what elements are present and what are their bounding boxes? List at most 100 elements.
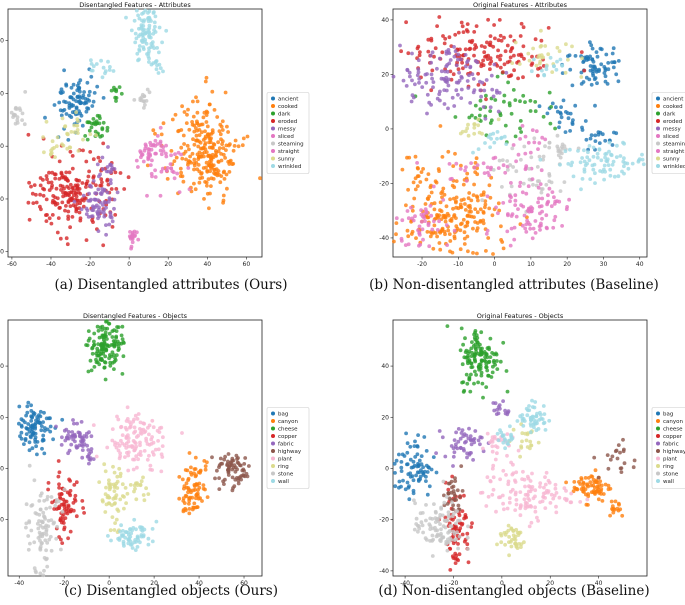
scatter-point-wrinkled — [579, 187, 583, 192]
scatter-point-plant — [135, 465, 139, 470]
scatter-point-ancient — [64, 112, 69, 116]
legend-label: sliced — [278, 134, 294, 140]
scatter-point-messy — [108, 178, 113, 182]
scatter-point-messy — [404, 84, 409, 88]
scatter-point-canyon — [582, 490, 586, 494]
scatter-point-cheese — [480, 358, 485, 363]
scatter-point-fabric — [451, 464, 455, 468]
scatter-point-plant — [552, 493, 557, 498]
scatter-point-fabric — [77, 434, 82, 438]
scatter-point-cheese — [462, 355, 467, 360]
scatter-point-straight — [159, 144, 164, 148]
scatter-point-highway — [451, 507, 455, 512]
scatter-point-wrinkled — [544, 67, 549, 72]
scatter-point-ancient — [80, 123, 85, 128]
scatter-point-eroded — [58, 205, 62, 210]
scatter-point-stone — [450, 514, 455, 519]
scatter-point-plant — [161, 435, 165, 440]
scatter-point-messy — [110, 219, 115, 224]
scatter-point-bag — [411, 491, 416, 496]
scatter-point-plant — [131, 467, 136, 472]
scatter-point-bag — [34, 444, 38, 449]
scatter-point-straight — [526, 184, 531, 189]
x-tick-label: -20 — [449, 580, 459, 587]
scatter-point-sunny — [63, 124, 68, 129]
x-tick-label: 40 — [636, 261, 644, 268]
scatter-point-stone — [29, 528, 34, 533]
scatter-point-cheese — [117, 347, 121, 351]
scatter-point-ancient — [558, 110, 563, 115]
scatter-point-plant — [501, 501, 505, 506]
scatter-point-messy — [484, 78, 489, 82]
scatter-point-wrinkled — [152, 28, 157, 32]
scatter-point-wrinkled — [603, 155, 607, 160]
scatter-point-straight — [422, 212, 426, 217]
scatter-point-eroded — [96, 155, 101, 160]
scatter-point-messy — [416, 67, 421, 72]
scatter-point-ancient — [557, 125, 561, 130]
legend-label: bag — [278, 412, 288, 418]
scatter-point-cooked — [440, 226, 445, 231]
scatter-point-messy — [107, 196, 112, 201]
scatter-point-steaming — [547, 140, 552, 145]
scatter-point-straight — [550, 190, 555, 195]
scatter-point-straight — [513, 203, 518, 208]
scatter-point-ancient — [570, 83, 575, 88]
legend-label: messy — [663, 127, 681, 133]
scatter-point-bag — [424, 474, 428, 479]
scatter-point-dark — [473, 103, 478, 108]
legend-label: ancient — [278, 97, 299, 103]
scatter-point-cooked — [205, 168, 210, 173]
scatter-point-messy — [429, 103, 433, 107]
scatter-point-straight — [153, 175, 158, 179]
scatter-point-fabric — [506, 409, 511, 414]
scatter-point-ancient — [583, 119, 588, 123]
scatter-point-wrinkled — [595, 155, 600, 160]
scatter-point-straight — [159, 152, 164, 157]
scatter-point-cooked — [496, 201, 501, 206]
scatter-point-ancient — [545, 111, 550, 116]
scatter-point-fabric — [452, 438, 457, 442]
scatter-point-sunny — [539, 53, 544, 57]
scatter-point-canyon — [195, 505, 199, 509]
scatter-point-stone — [55, 524, 59, 529]
scatter-point-straight — [431, 184, 436, 189]
scatter-point-cooked — [145, 163, 150, 168]
scatter-point-canyon — [596, 497, 601, 502]
scatter-point-straight — [513, 193, 518, 198]
scatter-point-cheese — [110, 350, 115, 355]
scatter-point-fabric — [479, 435, 484, 440]
scatter-point-bag — [405, 480, 410, 485]
scatter-point-eroded — [38, 183, 43, 188]
scatter-point-ancient — [561, 98, 566, 103]
scatter-point-bag — [39, 424, 44, 428]
scatter-point-copper — [81, 506, 85, 510]
scatter-point-messy — [99, 210, 103, 214]
scatter-point-cheese — [504, 369, 509, 373]
scatter-point-cooked — [447, 232, 452, 237]
scatter-point-canyon — [600, 499, 605, 503]
scatter-point-wall — [505, 441, 510, 446]
scatter-point-eroded — [492, 23, 496, 27]
scatter-point-wall — [498, 428, 502, 432]
scatter-point-ring — [115, 507, 120, 512]
scatter-point-cheese — [479, 373, 484, 378]
scatter-point-ancient — [78, 101, 83, 106]
scatter-point-wrinkled — [147, 23, 152, 28]
legend-label: stone — [278, 472, 294, 478]
x-tick-label: 0 — [107, 580, 111, 587]
scatter-point-cooked — [488, 195, 493, 200]
scatter-point-messy — [465, 60, 469, 65]
scatter-point-stone — [42, 568, 46, 573]
scatter-point-straight — [419, 219, 424, 224]
scatter-point-bag — [424, 449, 429, 453]
scatter-point-eroded — [417, 53, 422, 58]
scatter-point-plant — [160, 444, 165, 448]
scatter-point-cooked — [179, 170, 184, 175]
scatter-point-sunny — [42, 150, 46, 155]
scatter-point-highway — [217, 465, 221, 469]
scatter-point-eroded — [476, 71, 480, 76]
scatter-point-wrinkled — [555, 59, 559, 64]
scatter-point-sliced — [486, 170, 490, 175]
scatter-point-messy — [459, 74, 464, 79]
